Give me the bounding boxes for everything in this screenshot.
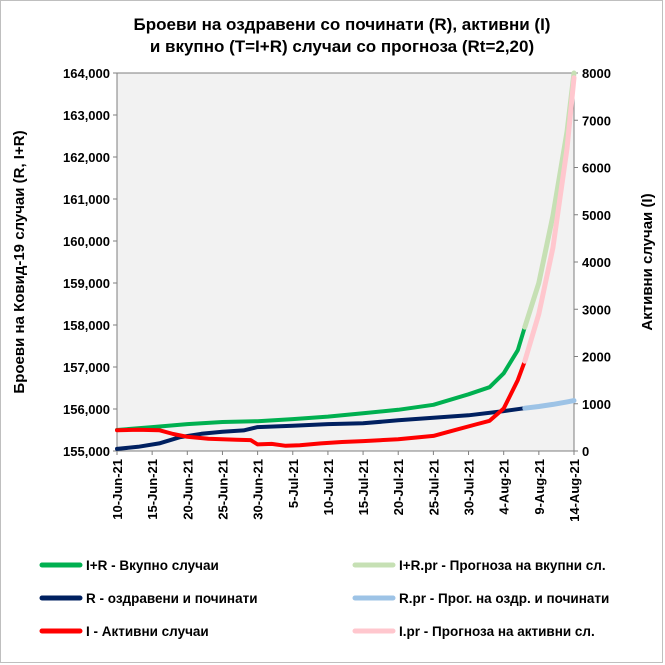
- legend: I+R - Вкупно случаи I+R.pr - Прогноза на …: [39, 558, 609, 639]
- series-line-4: [522, 398, 577, 411]
- y-right-tick-label: 7000: [582, 113, 611, 128]
- legend-label: I.pr - Прогноза на активни сл.: [399, 624, 595, 639]
- x-tick-label: 20-Jul-21: [391, 459, 406, 515]
- y-left-tick-label: 162,000: [63, 150, 110, 165]
- chart-title-line-2: и вкупно (T=I+R) случаи со прогноза (Rt=…: [150, 37, 534, 56]
- x-tick-label: 20-Jun-21: [180, 459, 195, 520]
- y-left-tick-label: 156,000: [63, 402, 110, 417]
- x-tick-label: 9-Aug-21: [532, 459, 547, 515]
- x-tick-label: 14-Aug-21: [567, 459, 582, 522]
- x-tick-label: 30-Jun-21: [251, 459, 266, 520]
- series-line-5: [522, 75, 577, 364]
- series-line-0: [115, 325, 527, 432]
- x-tick-label: 25-Jul-21: [426, 459, 441, 515]
- y-right-tick-label: 5000: [582, 208, 611, 223]
- y-axis-right-label: Активни случаи (I): [639, 193, 656, 330]
- y-left-tick-label: 157,000: [63, 360, 110, 375]
- x-tick-label: 15-Jul-21: [356, 459, 371, 515]
- legend-label: I+R - Вкупно случаи: [86, 558, 219, 573]
- y-right-tick-labels: 0 1000 2000 3000 4000 5000 6000 7000 8000: [574, 66, 611, 459]
- y-left-tick-labels: 155,000 156,000 157,000 158,000 159,000 160,0…: [63, 66, 117, 459]
- series-line-2: [115, 359, 527, 448]
- y-right-tick-label: 6000: [582, 161, 611, 176]
- y-left-tick-label: 160,000: [63, 234, 110, 249]
- y-left-tick-label: 161,000: [63, 192, 110, 207]
- y-right-tick-label: 1000: [582, 397, 611, 412]
- x-tick-label: 10-Jul-21: [321, 459, 336, 515]
- y-left-tick-label: 163,000: [63, 108, 110, 123]
- y-axis-left-label: Броеви на Ковид-19 случаи (R, I+R): [11, 130, 28, 393]
- y-left-tick-label: 155,000: [63, 444, 110, 459]
- y-right-tick-label: 0: [582, 444, 589, 459]
- y-right-tick-label: 3000: [582, 302, 611, 317]
- y-left-tick-label: 158,000: [63, 318, 110, 333]
- plot-area: [116, 72, 575, 452]
- x-tick-label: 5-Jul-21: [286, 459, 301, 508]
- y-right-tick-label: 2000: [582, 350, 611, 365]
- legend-label: I - Активни случаи: [86, 624, 209, 639]
- y-right-tick-label: 8000: [582, 66, 611, 81]
- y-left-tick-label: 164,000: [63, 66, 110, 81]
- legend-label: R - оздравени и починати: [86, 591, 258, 606]
- chart-title-line-1: Броеви на оздравени со починати (R), акт…: [134, 15, 551, 34]
- x-tick-label: 10-Jun-21: [110, 459, 125, 520]
- x-tick-label: 15-Jun-21: [145, 459, 160, 520]
- series-line-1: [115, 406, 527, 451]
- legend-label: I+R.pr - Прогноза на вкупни сл.: [399, 558, 606, 573]
- y-right-tick-label: 4000: [582, 255, 611, 270]
- x-tick-label: 4-Aug-21: [497, 459, 512, 515]
- series-lines: [115, 70, 577, 451]
- y-left-tick-label: 159,000: [63, 276, 110, 291]
- x-tick-label: 30-Jul-21: [462, 459, 477, 515]
- x-tick-label: 25-Jun-21: [215, 459, 230, 520]
- x-tick-labels: 10-Jun-21 15-Jun-21 20-Jun-21 25-Jun-21 30-J…: [110, 451, 582, 522]
- legend-label: R.pr - Прог. на оздр. и починати: [399, 591, 609, 606]
